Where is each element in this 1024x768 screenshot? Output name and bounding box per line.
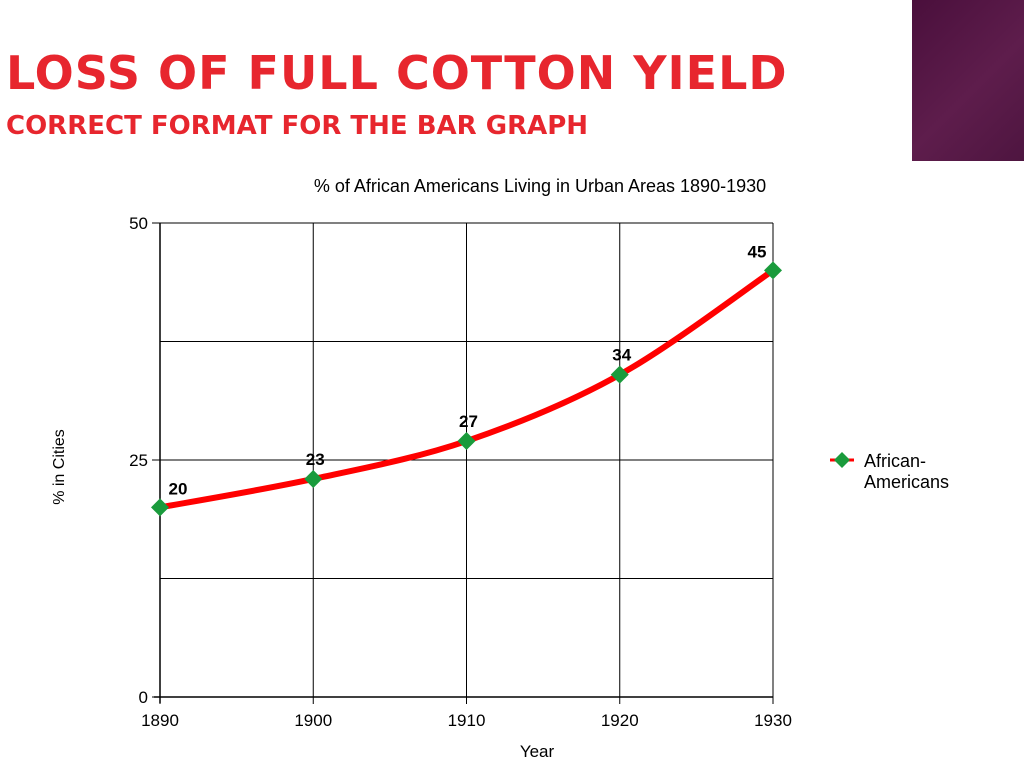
x-axis-label: Year [519,742,555,761]
data-point-marker [457,432,476,451]
chart-axes: 0 25 50 1890 1900 1910 1920 1930 [129,214,792,730]
x-tick-label: 1910 [448,711,486,730]
chart-data-labels: 20 23 27 34 45 [169,242,767,498]
slide-title: Loss of full cotton yield [6,46,788,100]
y-tick-label: 0 [139,688,148,707]
data-label: 23 [306,450,325,469]
y-tick-label: 50 [129,214,148,233]
corner-decoration-block [912,0,1024,161]
slide-subtitle: Correct format for the bar graph [6,111,589,141]
x-tick-label: 1900 [294,711,332,730]
chart-grid [159,222,774,698]
chart-title: % of African Americans Living in Urban A… [313,176,767,196]
data-point-marker [764,261,782,280]
data-label: 20 [169,479,188,498]
data-point-marker [610,365,629,384]
x-tick-label: 1890 [141,711,179,730]
chart-series [151,261,782,517]
data-label: 34 [612,346,631,365]
data-point-marker [304,469,323,488]
data-label: 45 [748,242,767,261]
x-tick-label: 1930 [754,711,792,730]
y-axis-label: % in Cities [51,429,68,505]
data-point-marker [151,498,169,517]
legend-marker-icon [830,452,854,468]
legend-entry-label: African-Americans [864,451,950,492]
data-label: 27 [459,412,478,431]
y-tick-label: 25 [129,451,148,470]
x-tick-label: 1920 [601,711,639,730]
